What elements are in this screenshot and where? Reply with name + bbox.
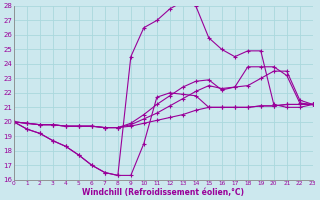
X-axis label: Windchill (Refroidissement éolien,°C): Windchill (Refroidissement éolien,°C) — [82, 188, 244, 197]
